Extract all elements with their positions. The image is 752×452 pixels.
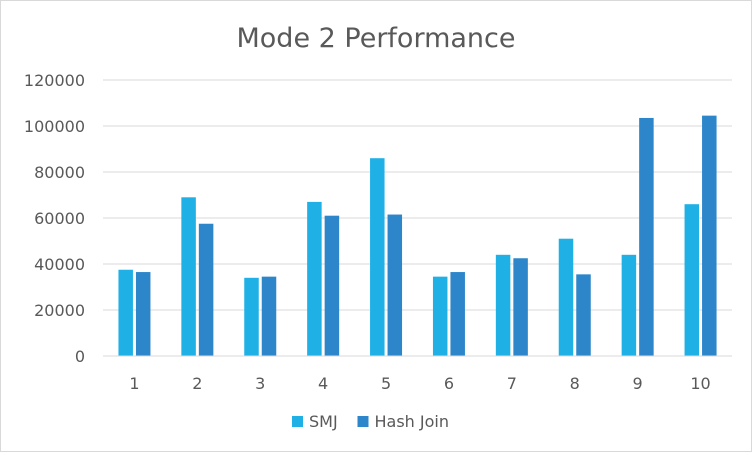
y-axis-ticks: 0 20000 40000 60000 80000 100000 120000: [24, 71, 85, 366]
bar-smj: [495, 254, 511, 356]
bar-smj: [432, 276, 448, 356]
y-tick-label: 0: [75, 347, 85, 366]
bar-smj: [558, 238, 574, 356]
bar-smj: [244, 277, 259, 356]
bar-hash-join: [135, 272, 151, 356]
chart-title: Mode 2 Performance: [236, 23, 515, 54]
bar-hash-join: [702, 115, 717, 357]
gridlines: [103, 79, 732, 311]
y-tick-label: 100000: [24, 117, 85, 136]
legend-label: Hash Join: [375, 412, 450, 431]
x-tick-label: 3: [255, 374, 265, 393]
bar-smj: [684, 204, 700, 356]
y-tick-label: 80000: [34, 163, 85, 182]
bar-smj: [621, 254, 637, 356]
bar-smj: [118, 269, 133, 356]
bar-hash-join: [513, 258, 528, 356]
x-tick-label: 7: [507, 374, 517, 393]
bar-hash-join: [450, 272, 465, 356]
bar-smj: [307, 201, 322, 356]
x-tick-label: 9: [633, 374, 643, 393]
x-tick-label: 5: [381, 374, 391, 393]
legend-label: SMJ: [309, 412, 338, 431]
y-tick-label: 120000: [24, 71, 85, 90]
x-axis-ticks: 1 2 3 4 5 6 7 8 9 10: [129, 374, 710, 393]
y-tick-label: 40000: [34, 255, 85, 274]
x-tick-label: 1: [129, 374, 139, 393]
x-tick-label: 2: [192, 374, 202, 393]
x-tick-label: 4: [318, 374, 328, 393]
bar-hash-join: [639, 117, 654, 356]
legend-swatch: [292, 416, 303, 427]
y-tick-label: 20000: [34, 301, 85, 320]
legend-swatch: [357, 416, 369, 427]
legend: SMJ Hash Join: [292, 412, 449, 431]
bar-smj: [370, 158, 385, 356]
x-tick-label: 8: [570, 374, 580, 393]
bar-hash-join: [576, 274, 591, 356]
x-tick-label: 10: [690, 374, 710, 393]
bars: [118, 115, 717, 357]
bar-smj: [181, 197, 196, 356]
bar-hash-join: [261, 276, 277, 356]
bar-hash-join: [387, 214, 403, 356]
x-tick-label: 6: [444, 374, 454, 393]
bar-hash-join: [198, 223, 214, 356]
y-tick-label: 60000: [34, 209, 85, 228]
bar-hash-join: [324, 215, 340, 356]
